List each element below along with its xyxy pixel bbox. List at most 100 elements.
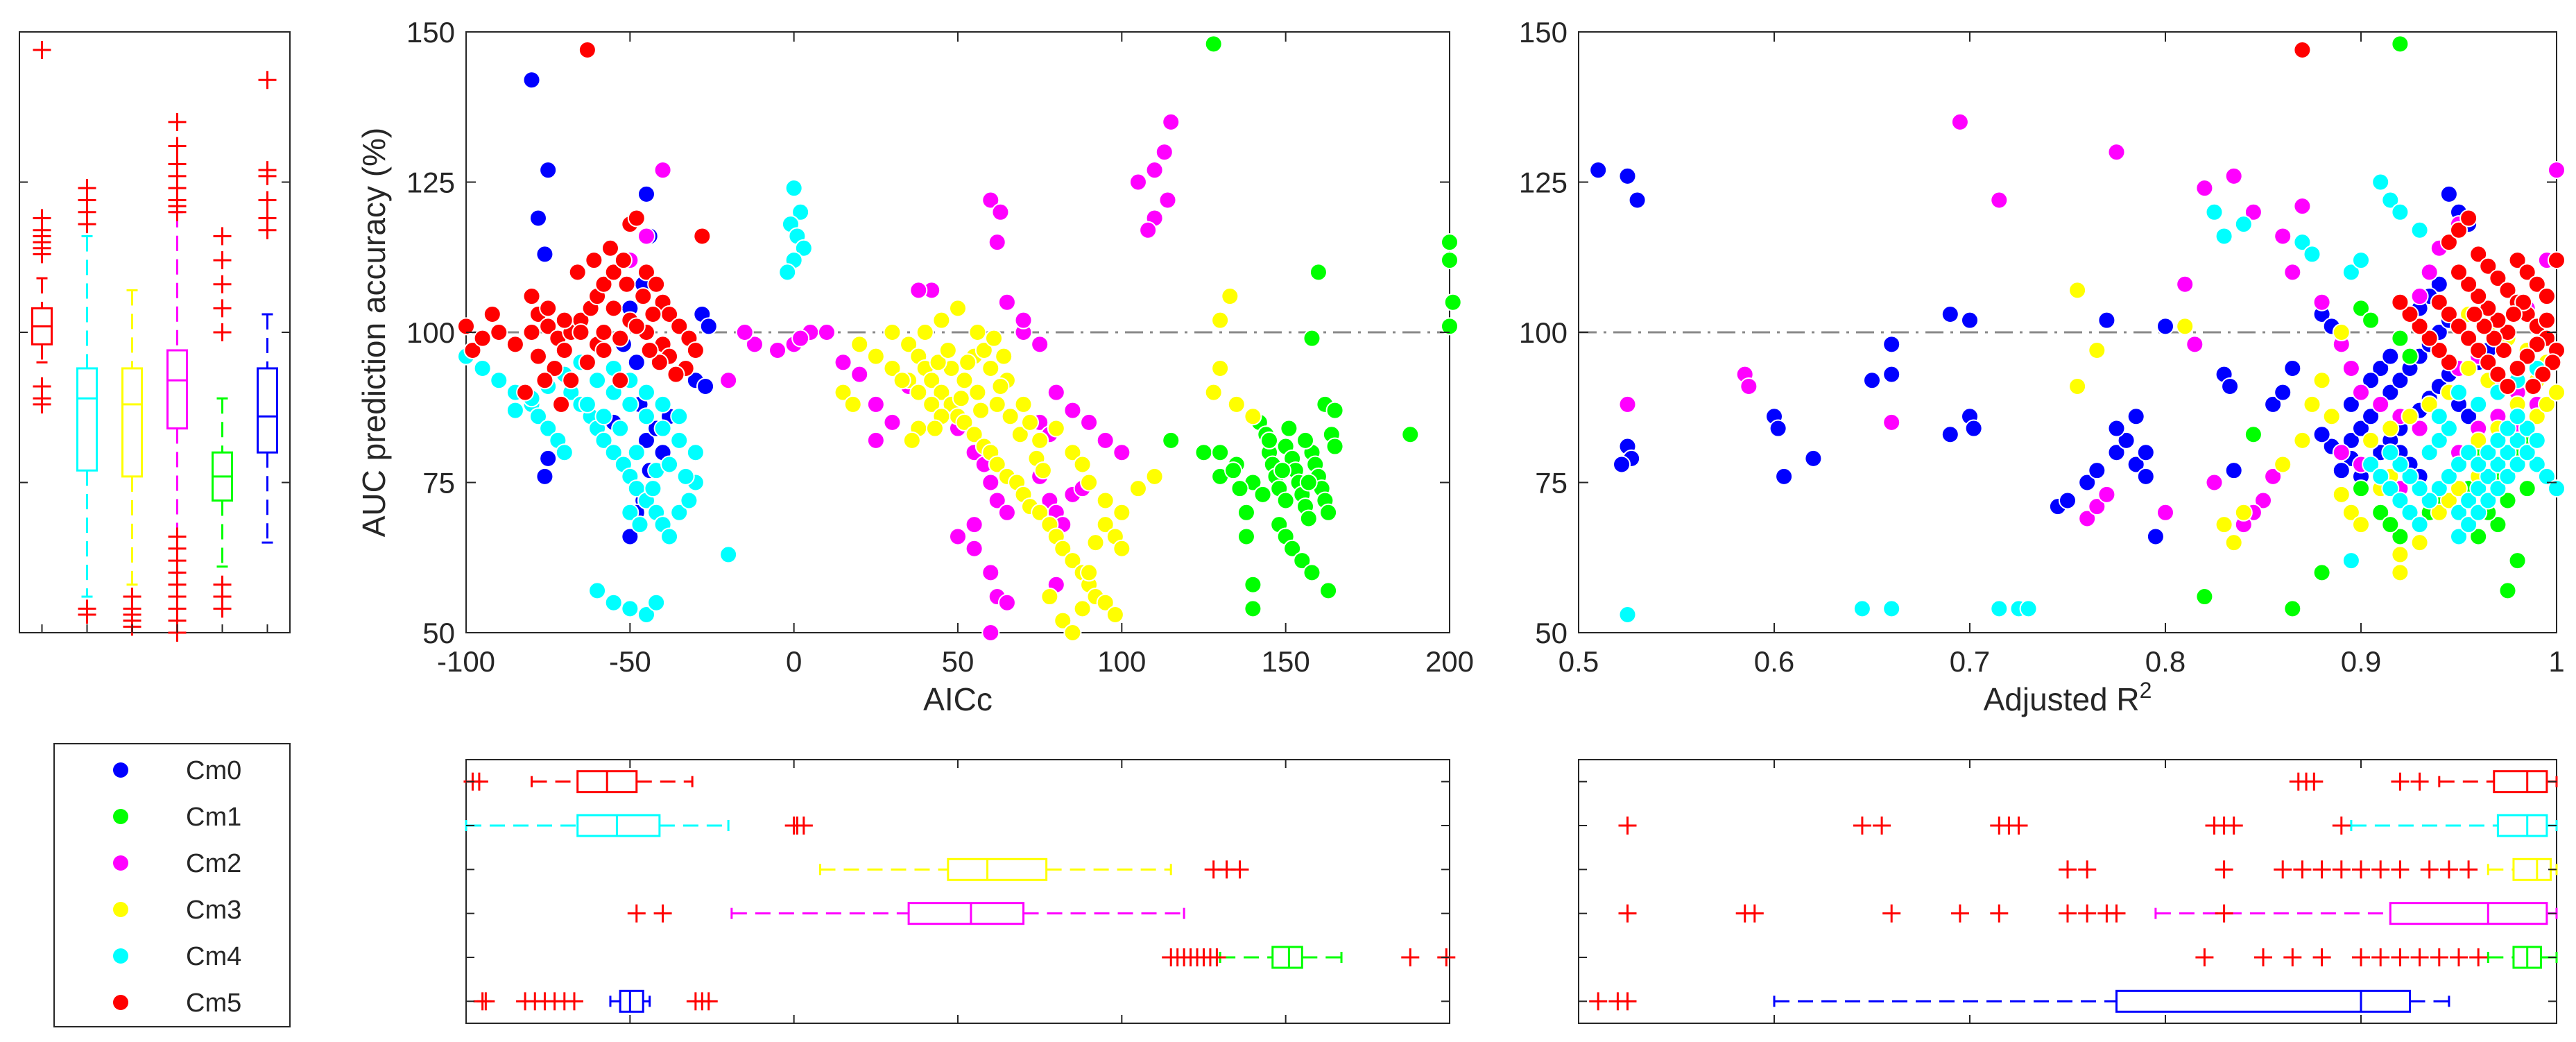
aicc-point-cm4 bbox=[653, 419, 672, 438]
r2-point-cm5 bbox=[2537, 287, 2556, 306]
r2-point-cm2 bbox=[1950, 112, 1969, 131]
aicc-point-cm5 bbox=[611, 329, 630, 348]
r2-point-cm4 bbox=[2459, 491, 2478, 510]
r2-point-cm4 bbox=[2479, 467, 2498, 486]
aicc-point-cm1 bbox=[1260, 431, 1279, 450]
r2box-cm2-outlier bbox=[2107, 904, 2126, 923]
aicc-point-cm5 bbox=[535, 371, 554, 390]
r2-xtick-label: 0.7 bbox=[1950, 645, 1990, 678]
r2-point-cm4 bbox=[2498, 419, 2517, 438]
aicc-point-cm0 bbox=[539, 161, 558, 180]
aicc-point-cm4 bbox=[719, 545, 738, 564]
r2-point-cm2 bbox=[2410, 287, 2429, 306]
aicc-point-cm1 bbox=[1224, 461, 1243, 480]
r2-point-cm3 bbox=[2332, 485, 2351, 504]
aicc-point-cm0 bbox=[637, 185, 655, 203]
r2-point-cm4 bbox=[2401, 467, 2419, 486]
r2-point-cm0 bbox=[2342, 395, 2360, 413]
aicc-point-cm4 bbox=[791, 203, 810, 221]
aicc-point-cm5 bbox=[627, 317, 646, 336]
aicc-point-cm3 bbox=[1145, 467, 1164, 486]
aicc-point-cm2 bbox=[988, 233, 1006, 252]
r2-point-cm4 bbox=[2459, 515, 2478, 534]
r2-ytick-label: 75 bbox=[1535, 467, 1568, 499]
legend-marker-cm0 bbox=[113, 762, 128, 778]
aicc-point-cm3 bbox=[965, 425, 984, 444]
r2box-cm2-box bbox=[2389, 902, 2548, 925]
r2-ytick-label: 100 bbox=[1519, 316, 1568, 349]
r2-xlabel-superscript: 2 bbox=[2140, 678, 2152, 703]
r2-point-cm2 bbox=[2078, 509, 2097, 528]
ybox-cm4-box bbox=[76, 367, 98, 472]
aicc-point-cm5 bbox=[594, 341, 613, 359]
r2-point-cm3 bbox=[2410, 533, 2429, 552]
r2-point-cm1 bbox=[2381, 515, 2400, 534]
r2-point-cm3 bbox=[2381, 419, 2400, 438]
aicc-point-cm0 bbox=[637, 431, 655, 450]
aicc-point-cm2 bbox=[883, 413, 902, 432]
r2-point-cm3 bbox=[2459, 359, 2478, 377]
aiccbox-cm0-outlier bbox=[565, 992, 583, 1011]
r2box-cm3-outlier bbox=[2459, 860, 2478, 879]
r2box-cm2-outlier bbox=[2078, 904, 2097, 923]
r2-point-cm4 bbox=[1618, 606, 1637, 624]
aicc-point-cm1 bbox=[1237, 527, 1255, 546]
aicc-point-cm0 bbox=[696, 377, 715, 395]
aicc-point-cm1 bbox=[1280, 419, 1298, 438]
aicc-point-cm5 bbox=[611, 371, 630, 390]
r2-point-cm0 bbox=[1589, 161, 1608, 180]
r2-point-cm3 bbox=[2312, 371, 2331, 390]
r2box-cm2-outlier bbox=[1950, 904, 1969, 923]
r2-point-cm1 bbox=[2391, 35, 2410, 53]
r2-point-cm2 bbox=[2107, 143, 2126, 162]
r2-point-cm5 bbox=[2420, 329, 2439, 348]
aicc-point-cm4 bbox=[529, 407, 547, 426]
aicc-point-cm2 bbox=[965, 515, 984, 534]
ybox-cm0-outlier bbox=[258, 221, 277, 239]
aicc-point-cm0 bbox=[627, 353, 646, 372]
r2-point-cm1 bbox=[2352, 479, 2370, 498]
r2-point-cm5 bbox=[2498, 377, 2517, 395]
aicc-point-cm5 bbox=[552, 395, 571, 413]
r2-point-cm4 bbox=[2518, 419, 2536, 438]
aicc-point-cm2 bbox=[981, 624, 1000, 642]
r2-point-cm4 bbox=[2019, 599, 2038, 618]
r2-point-cm3 bbox=[2322, 407, 2341, 426]
aicc-xtick-label: -50 bbox=[609, 645, 651, 678]
aicc-point-cm4 bbox=[588, 581, 607, 600]
aicc-point-cm5 bbox=[562, 371, 581, 390]
aiccbox-cm4-box bbox=[576, 814, 661, 837]
aicc-point-cm2 bbox=[1113, 443, 1131, 462]
legend-marker-cm4 bbox=[113, 948, 128, 964]
r2-point-cm0 bbox=[2107, 419, 2126, 438]
aicc-point-cm5 bbox=[670, 317, 689, 336]
aicc-point-cm3 bbox=[900, 335, 918, 354]
r2-point-cm5 bbox=[2430, 341, 2448, 359]
aicc-point-cm2 bbox=[745, 335, 764, 354]
aicc-point-cm0 bbox=[529, 209, 547, 228]
aicc-point-cm3 bbox=[988, 395, 1006, 413]
r2-point-cm5 bbox=[2479, 353, 2498, 372]
r2-point-cm4 bbox=[2420, 443, 2439, 462]
r2-point-cm4 bbox=[2352, 251, 2370, 270]
r2-point-cm2 bbox=[2176, 275, 2195, 293]
y-boxplot-panel bbox=[19, 31, 291, 642]
aicc-point-cm4 bbox=[555, 443, 574, 462]
r2box-cm3-outlier bbox=[2215, 860, 2233, 879]
r2-point-cm1 bbox=[2508, 552, 2527, 570]
aicc-ytick-label: 150 bbox=[406, 16, 455, 49]
aicc-point-cm5 bbox=[529, 347, 547, 366]
r2-point-cm3 bbox=[2215, 515, 2233, 534]
aicc-point-cm4 bbox=[637, 407, 655, 426]
r2-point-cm0 bbox=[2332, 461, 2351, 480]
r2box-cm5-box bbox=[2493, 770, 2548, 794]
r2box-cm3-outlier bbox=[2420, 860, 2439, 879]
r2-point-cm2 bbox=[2088, 497, 2106, 516]
r2-point-cm4 bbox=[2293, 233, 2312, 252]
r2-point-cm2 bbox=[2548, 161, 2566, 180]
r2-point-cm2 bbox=[2371, 395, 2390, 413]
aicc-point-cm5 bbox=[522, 287, 541, 306]
r2-point-cm5 bbox=[2450, 221, 2468, 239]
r2-xtick-label: 0.9 bbox=[2341, 645, 2381, 678]
